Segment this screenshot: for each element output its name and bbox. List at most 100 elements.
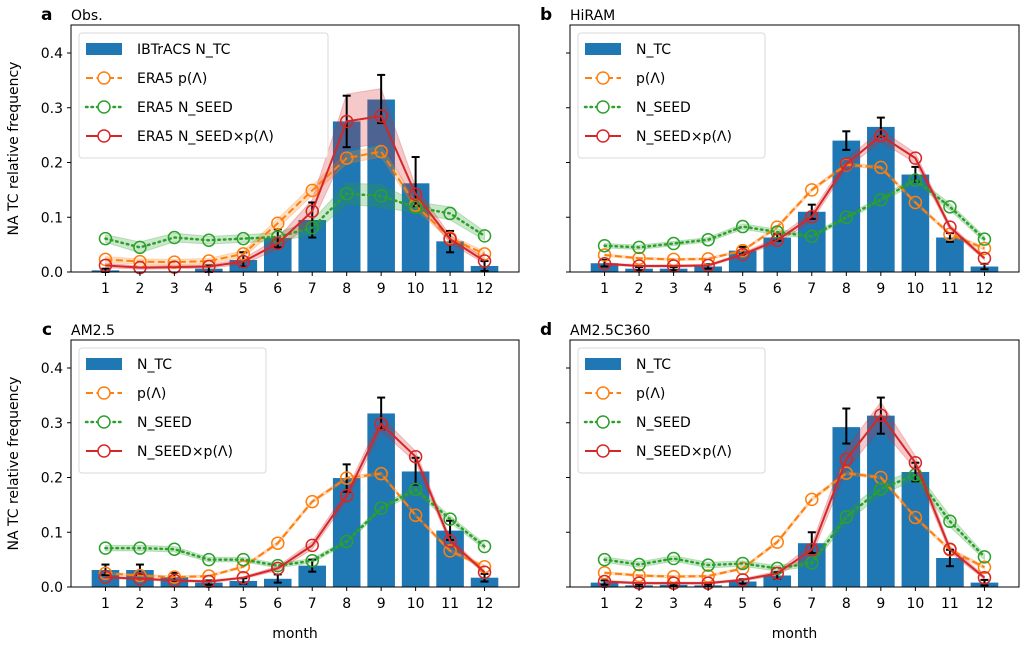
axes-frame	[569, 339, 1020, 588]
data-point	[977, 251, 992, 266]
panel-b: b HiRAM 1 2 3 4 5 6 7 8 9 10 11 12N_TCp(Λ)N_SEEDN_S…	[540, 5, 1020, 297]
data-point	[305, 494, 319, 509]
y-tick-label: 0.0	[41, 580, 63, 596]
uncertainty-band	[604, 469, 985, 572]
data-point	[98, 541, 113, 555]
bar	[936, 237, 964, 272]
data-point	[98, 570, 113, 584]
data-point	[597, 257, 612, 271]
bar	[901, 472, 930, 587]
data-point	[167, 255, 182, 269]
legend-swatch-bar	[86, 43, 122, 55]
data-point	[408, 200, 423, 215]
x-tick-label: 5	[738, 596, 747, 612]
bar	[590, 263, 619, 272]
data-point	[943, 542, 957, 556]
x-tick-label: 7	[308, 596, 317, 612]
legend-swatch-marker	[596, 415, 610, 429]
data-point	[339, 471, 354, 485]
data-point	[874, 408, 888, 422]
x-tick-label: 11	[441, 281, 459, 297]
legend-swatch-marker	[596, 386, 610, 400]
data-point	[839, 452, 854, 467]
data-point	[874, 192, 888, 207]
legend-label: N_SEED×p(Λ)	[636, 444, 732, 460]
legend-label: N_SEED	[636, 415, 691, 431]
data-point	[770, 225, 784, 239]
x-tick-label: 3	[170, 281, 179, 297]
x-tick-label: 6	[273, 281, 282, 297]
x-tick-label: 6	[773, 596, 782, 612]
panel-letter: b	[540, 5, 552, 25]
data-point	[632, 557, 646, 572]
data-point	[477, 539, 492, 554]
legend-label: N_SEED	[636, 100, 691, 116]
x-tick-label: 8	[342, 596, 351, 612]
data-point	[305, 553, 319, 568]
x-tick-label: 3	[669, 596, 678, 612]
data-point	[477, 254, 492, 268]
x-tick-label: 7	[807, 281, 816, 297]
y-tick-label: 0.4	[41, 46, 63, 62]
axes-frame	[569, 24, 1020, 273]
legend-label: ERA5 p(Λ)	[137, 71, 207, 87]
data-point	[735, 247, 750, 262]
data-point	[167, 573, 182, 588]
x-tick-label: 1	[600, 596, 609, 612]
data-point	[167, 542, 182, 556]
x-tick-label: 1	[600, 281, 609, 297]
legend-label: N_SEED×p(Λ)	[137, 444, 233, 460]
data-point	[339, 534, 354, 549]
data-point	[701, 558, 715, 572]
data-point	[735, 219, 750, 234]
data-point	[666, 551, 681, 566]
data-point	[374, 466, 388, 481]
data-point	[408, 508, 423, 523]
data-point	[408, 449, 423, 464]
data-point	[202, 552, 216, 567]
data-point	[805, 492, 819, 507]
legend-label: ERA5 N_SEED×p(Λ)	[137, 129, 274, 145]
bar	[160, 577, 189, 587]
data-point	[735, 556, 750, 571]
data-point	[271, 216, 285, 231]
data-point	[632, 568, 646, 583]
data-point	[908, 510, 923, 525]
y-tick-label: 0.3	[41, 416, 63, 432]
y-tick-label: 0.0	[41, 265, 63, 281]
x-tick-label: 7	[308, 281, 317, 297]
data-point	[839, 210, 854, 224]
panel-letter: a	[41, 5, 52, 25]
data-point	[133, 568, 147, 583]
x-tick-label: 9	[876, 281, 885, 297]
legend: IBTrACS N_TC ERA5 p(Λ) ERA5 N_SEED ERA5 N_S…	[78, 32, 329, 159]
x-tick-label: 10	[906, 596, 924, 612]
data-point	[874, 482, 888, 496]
y-axis-label: NA TC relative frequency	[6, 377, 22, 551]
data-point	[133, 240, 147, 255]
uncertainty-band	[104, 182, 486, 254]
data-point	[908, 455, 923, 470]
x-tick-label: 5	[738, 281, 747, 297]
x-tick-label: 5	[239, 596, 248, 612]
legend-swatch-marker	[596, 444, 610, 458]
data-point	[632, 240, 646, 255]
data-point	[908, 151, 923, 165]
legend-label: N_SEED×p(Λ)	[636, 129, 732, 145]
data-point	[805, 229, 819, 244]
data-point	[271, 536, 285, 550]
data-point	[133, 541, 147, 555]
x-tick-label: 8	[842, 281, 851, 297]
data-point	[770, 566, 784, 581]
series-line	[603, 178, 986, 249]
x-tick-label: 3	[669, 281, 678, 297]
plot-area	[590, 116, 999, 273]
legend-frame	[78, 347, 267, 474]
y-tick-label: 0.4	[41, 361, 63, 377]
legend-swatch-marker	[97, 444, 111, 458]
data-point	[236, 247, 251, 261]
data-point	[408, 482, 423, 497]
x-tick-label: 4	[704, 281, 713, 297]
bar	[298, 565, 327, 587]
data-point	[98, 252, 113, 267]
